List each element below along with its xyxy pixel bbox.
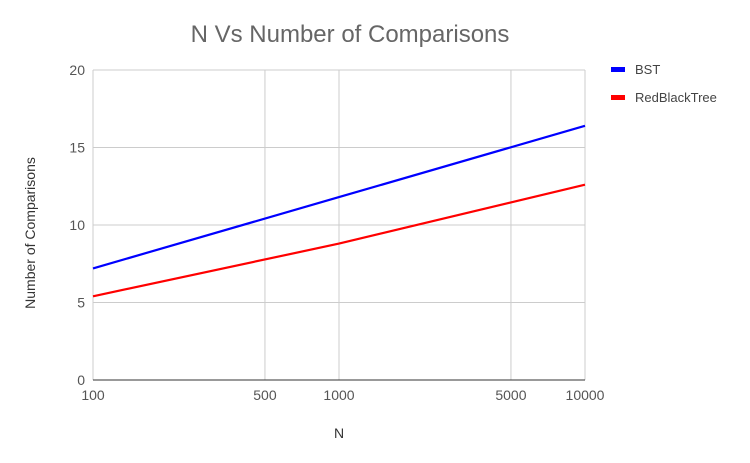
y-tick-label: 20	[69, 62, 85, 78]
x-tick-label: 10000	[566, 387, 605, 403]
y-axis-label: Number of Comparisons	[22, 157, 38, 309]
y-tick-label: 5	[77, 295, 85, 311]
legend-swatch	[611, 95, 625, 100]
legend-swatch	[611, 67, 625, 72]
x-tick-label: 500	[253, 387, 277, 403]
x-tick-labels: 100 500 1000 5000 10000	[81, 387, 604, 403]
x-tick-label: 100	[81, 387, 105, 403]
y-tick-label: 0	[77, 372, 85, 388]
chart-title: N Vs Number of Comparisons	[191, 21, 510, 48]
grid	[92, 69, 586, 380]
x-tick-label: 1000	[323, 387, 354, 403]
y-tick-labels: 0 5 10 15 20	[69, 62, 85, 388]
x-axis-label: N	[334, 425, 344, 441]
y-tick-label: 10	[69, 217, 85, 233]
series-line-1	[92, 183, 586, 298]
legend-label: BST	[635, 62, 660, 77]
y-tick-label: 15	[69, 140, 85, 156]
series-line-0	[92, 124, 586, 270]
series-lines	[92, 124, 586, 298]
x-tick-label: 5000	[495, 387, 526, 403]
legend: BST RedBlackTree	[611, 62, 717, 105]
legend-label: RedBlackTree	[635, 90, 717, 105]
